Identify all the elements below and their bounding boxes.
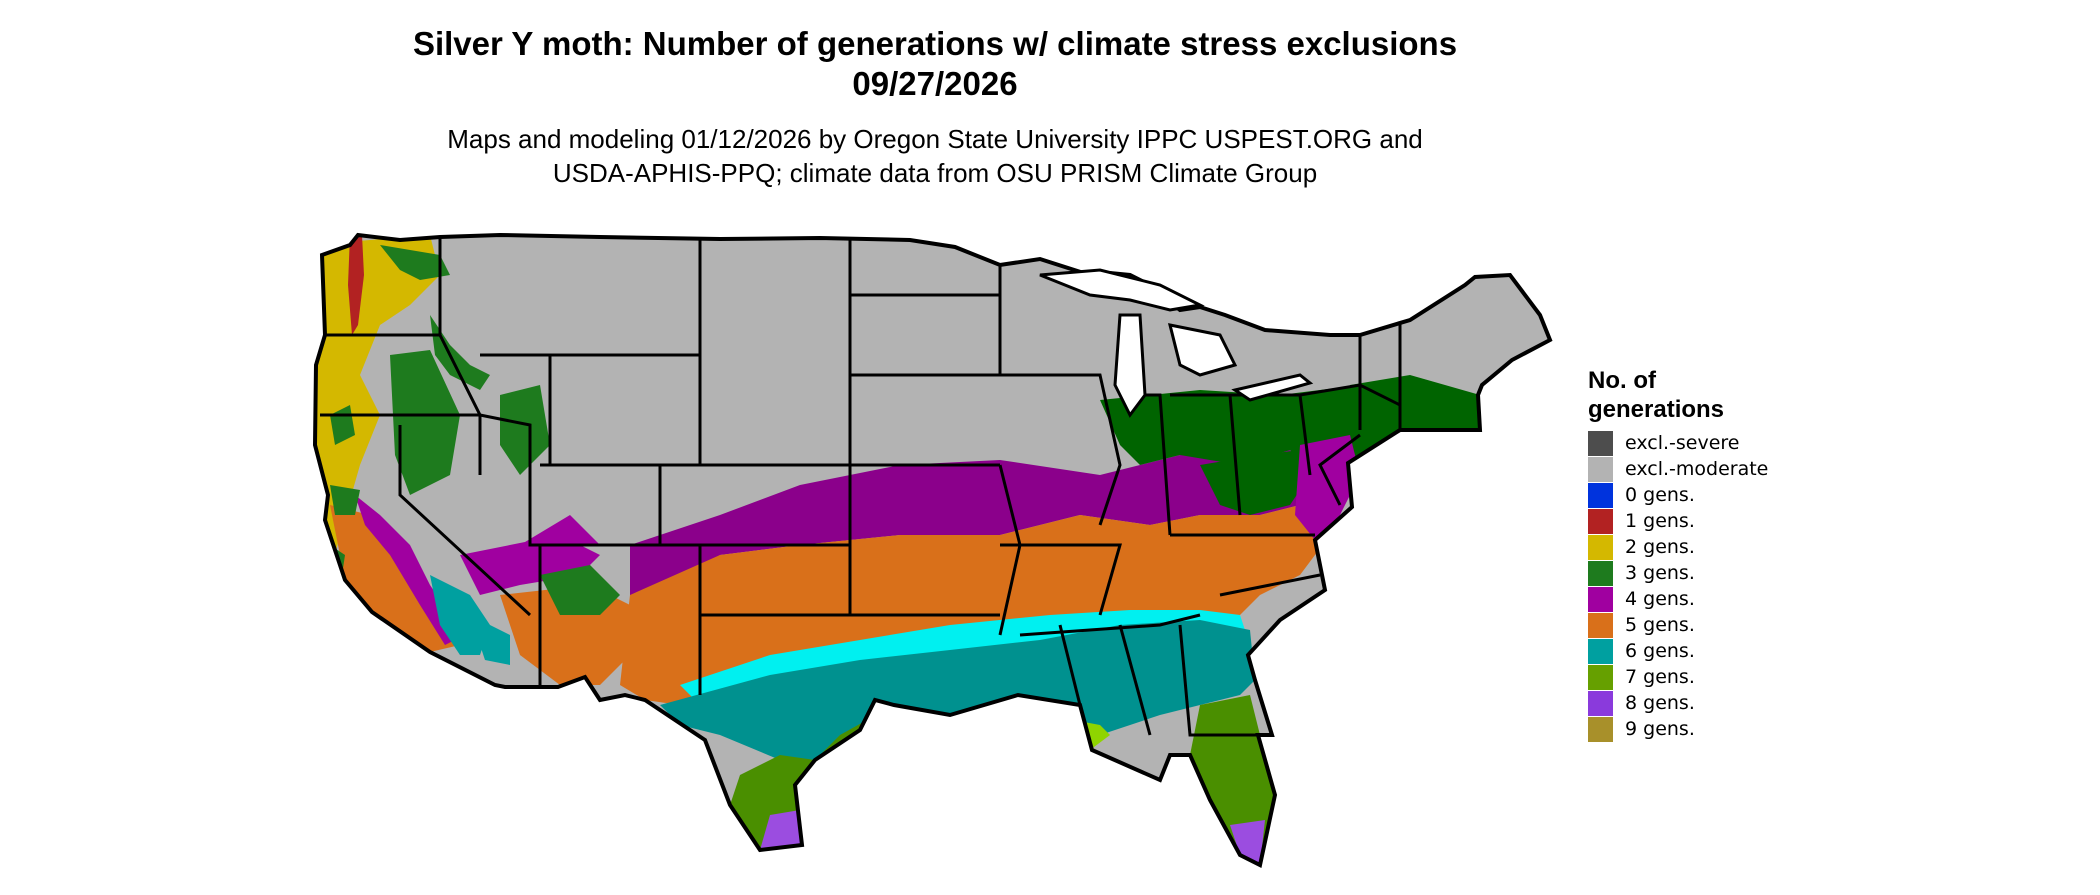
- map-title: Silver Y moth: Number of generations w/ …: [412, 25, 1458, 62]
- zone-3-gens-new-england: [1350, 375, 1480, 445]
- zone-8-gens-south-texas: [760, 810, 802, 850]
- legend-swatch: [1588, 690, 1613, 716]
- zone-3-gens-northwest: [330, 245, 490, 445]
- state-borders: [320, 235, 1402, 737]
- map-credit-line-2: USDA-APHIS-PPQ; climate data from OSU PR…: [552, 158, 1318, 188]
- zone-6-gens-gulf-light: [680, 610, 1245, 705]
- legend-label: 3 gens.: [1625, 562, 1695, 584]
- zone-6-gens-gulf: [660, 620, 1255, 760]
- generation-zones: [315, 235, 1480, 865]
- legend-item: 4 gens.: [1588, 586, 1768, 612]
- legend-item: 2 gens.: [1588, 534, 1768, 560]
- legend-swatch: [1588, 534, 1613, 560]
- legend-swatch: [1588, 430, 1613, 456]
- legend-swatch: [1588, 586, 1613, 612]
- legend-label: 1 gens.: [1625, 510, 1695, 532]
- map-date: 09/27/2026: [852, 65, 1018, 102]
- zone-4-gens-mid-atlantic: [1295, 435, 1360, 540]
- legend-label: 8 gens.: [1625, 692, 1695, 714]
- legend-label: excl.-severe: [1625, 432, 1740, 454]
- legend-item: 3 gens.: [1588, 560, 1768, 586]
- legend-swatch: [1588, 638, 1613, 664]
- legend-label: 4 gens.: [1625, 588, 1695, 610]
- zone-3-gens-appalachia: [1200, 450, 1310, 515]
- legend-item: 8 gens.: [1588, 690, 1768, 716]
- legend-title: No. of generations: [1588, 367, 1725, 423]
- legend-item: 5 gens.: [1588, 612, 1768, 638]
- legend-label: 5 gens.: [1625, 614, 1695, 636]
- legend-swatch: [1588, 664, 1613, 690]
- legend-swatch: [1588, 456, 1613, 482]
- zone-6-gens-california: [430, 575, 490, 655]
- us-generations-map: [312, 232, 1553, 868]
- legend-label: 2 gens.: [1625, 536, 1695, 558]
- legend: No. of generations excl.-severe excl.-mod…: [1588, 366, 1768, 742]
- legend-label: 0 gens.: [1625, 484, 1695, 506]
- zone-6-gens-arizona: [470, 615, 510, 665]
- lake-michigan: [1113, 313, 1147, 418]
- great-lakes: [1039, 268, 1314, 418]
- map-credit-line-1: Maps and modeling 01/12/2026 by Oregon S…: [447, 124, 1423, 154]
- legend-swatch: [1588, 612, 1613, 638]
- legend-swatch: [1588, 508, 1613, 534]
- legend-label: excl.-moderate: [1625, 458, 1769, 480]
- legend-label: 7 gens.: [1625, 666, 1695, 688]
- legend-swatch: [1588, 482, 1613, 508]
- legend-item: 1 gens.: [1588, 508, 1768, 534]
- zone-7-gens-gulf-coast: [730, 700, 894, 850]
- lake-superior: [1039, 268, 1205, 312]
- zone-3-gens-great-basin: [390, 350, 550, 495]
- legend-item: 7 gens.: [1588, 664, 1768, 690]
- legend-item: 6 gens.: [1588, 638, 1768, 664]
- lake-huron: [1167, 323, 1238, 377]
- zone-1-gens-cascades: [348, 235, 364, 335]
- legend-item: excl.-moderate: [1588, 456, 1768, 482]
- zone-4-gens-central: [630, 450, 1310, 595]
- zone-8-gens-south-florida: [1230, 820, 1265, 865]
- legend-label: 6 gens.: [1625, 640, 1695, 662]
- legend-label: 9 gens.: [1625, 718, 1695, 740]
- legend-item: excl.-severe: [1588, 430, 1768, 456]
- legend-swatch: [1588, 560, 1613, 586]
- legend-swatch: [1588, 716, 1613, 742]
- lake-erie: [1231, 373, 1314, 402]
- legend-item: 9 gens.: [1588, 716, 1768, 742]
- legend-items: excl.-severe excl.-moderate 0 gens. 1 gens.…: [1588, 430, 1768, 742]
- legend-item: 0 gens.: [1588, 482, 1768, 508]
- zone-3-gens-new-mexico: [540, 565, 620, 615]
